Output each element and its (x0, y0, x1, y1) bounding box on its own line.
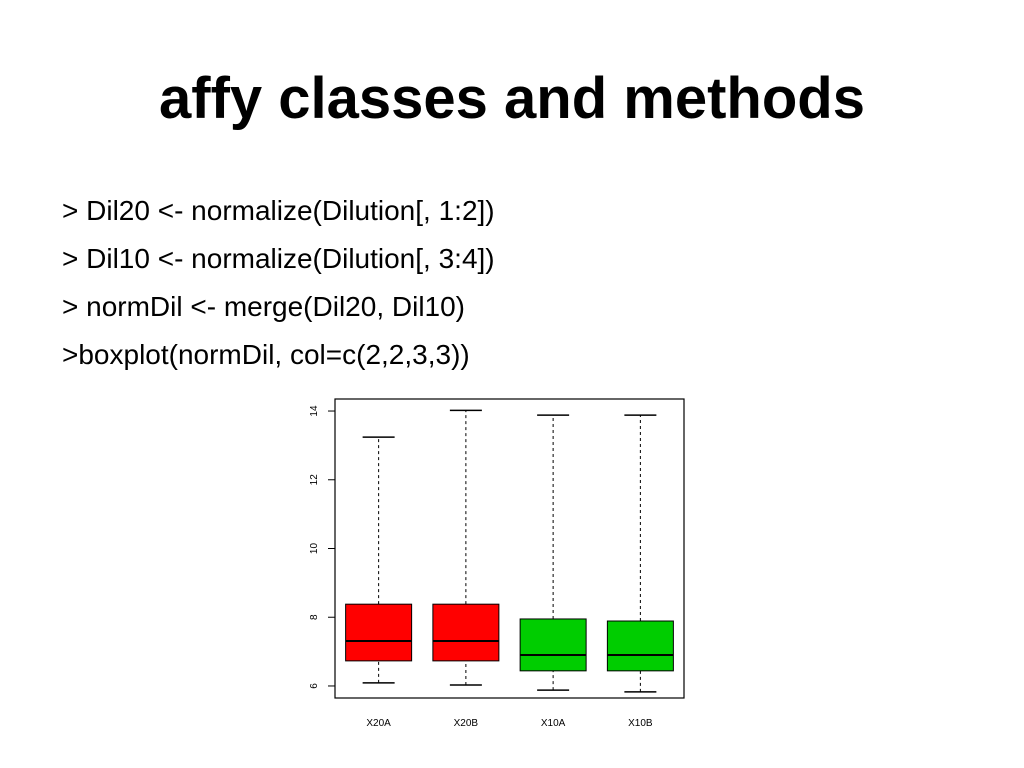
x-tick-label: X10B (628, 718, 653, 729)
code-line: > normDil <- merge(Dil20, Dil10) (62, 291, 465, 322)
y-tick-label: 8 (309, 614, 320, 620)
box (432, 603, 500, 662)
y-tick-label: 14 (309, 405, 320, 417)
slide-title: affy classes and methods (159, 66, 865, 131)
x-tick-label: X20A (366, 718, 391, 729)
code-line: > Dil10 <- normalize(Dilution[, 3:4]) (62, 243, 495, 274)
y-tick-label: 12 (309, 474, 320, 486)
code-line: > Dil20 <- normalize(Dilution[, 1:2]) (62, 195, 495, 226)
y-tick-label: 10 (309, 543, 320, 555)
y-tick-label: 6 (309, 683, 320, 689)
code-line: >boxplot(normDil, col=c(2,2,3,3)) (62, 339, 470, 370)
x-tick-label: X20B (454, 718, 479, 729)
box (345, 603, 413, 662)
x-tick-label: X10A (541, 718, 566, 729)
box (519, 618, 587, 672)
box (606, 620, 674, 672)
